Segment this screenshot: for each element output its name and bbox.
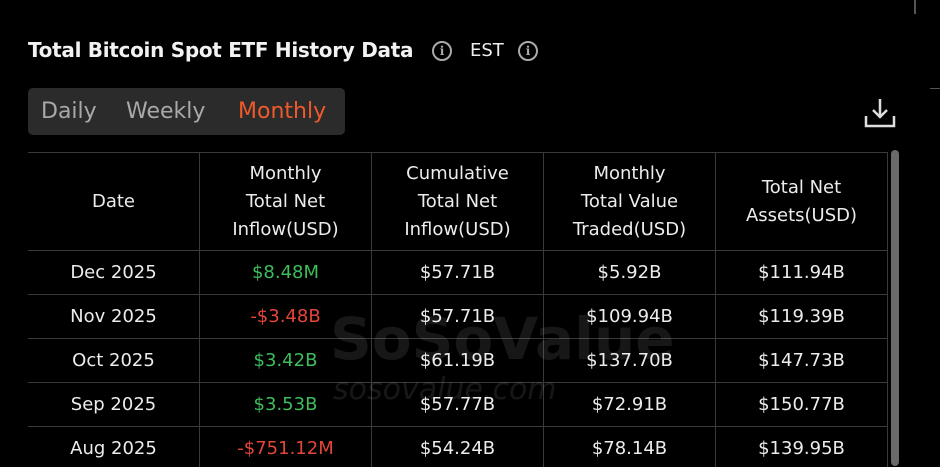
- table-cell: $57.71B: [372, 251, 544, 295]
- table-cell: $147.73B: [716, 339, 888, 383]
- table-cell: -$751.12M: [200, 427, 372, 467]
- column-header: Monthly Total Value Traded(USD): [544, 153, 716, 251]
- download-button[interactable]: [862, 96, 898, 130]
- table-cell: $139.95B: [716, 427, 888, 467]
- table-cell: $78.14B: [544, 427, 716, 467]
- period-tab[interactable]: Weekly: [126, 99, 206, 124]
- table-cell: $54.24B: [372, 427, 544, 467]
- table-cell: $111.94B: [716, 251, 888, 295]
- timezone-label: EST: [470, 40, 504, 61]
- table-cell: $137.70B: [544, 339, 716, 383]
- scrollbar[interactable]: [891, 150, 899, 466]
- column-header: Cumulative Total Net Inflow(USD): [372, 153, 544, 251]
- period-tab[interactable]: Daily: [41, 99, 97, 124]
- column-header: Date: [28, 153, 200, 251]
- column-header: Monthly Total Net Inflow(USD): [200, 153, 372, 251]
- table-cell: $8.48M: [200, 251, 372, 295]
- table-cell: $57.71B: [372, 295, 544, 339]
- row-date: Dec 2025: [28, 251, 200, 295]
- divider: [930, 88, 940, 89]
- table-cell: $3.53B: [200, 383, 372, 427]
- divider: [914, 0, 916, 14]
- row-date: Aug 2025: [28, 427, 200, 467]
- column-header: Total Net Assets(USD): [716, 153, 888, 251]
- table-cell: $5.92B: [544, 251, 716, 295]
- row-date: Oct 2025: [28, 339, 200, 383]
- history-table: Date Monthly Total Net Inflow(USD) Cumulat…: [28, 152, 888, 467]
- row-date: Sep 2025: [28, 383, 200, 427]
- table-cell: -$3.48B: [200, 295, 372, 339]
- row-date: Nov 2025: [28, 295, 200, 339]
- period-tab[interactable]: Monthly: [238, 99, 327, 124]
- page-title: Total Bitcoin Spot ETF History Data: [28, 38, 414, 62]
- info-icon[interactable]: i: [432, 41, 452, 61]
- table-cell: $119.39B: [716, 295, 888, 339]
- table-cell: $61.19B: [372, 339, 544, 383]
- table-cell: $57.77B: [372, 383, 544, 427]
- table-cell: $72.91B: [544, 383, 716, 427]
- period-tabs: Daily Weekly Monthly: [28, 88, 345, 135]
- table-cell: $150.77B: [716, 383, 888, 427]
- table-cell: $109.94B: [544, 295, 716, 339]
- info-icon[interactable]: i: [518, 41, 538, 61]
- table-cell: $3.42B: [200, 339, 372, 383]
